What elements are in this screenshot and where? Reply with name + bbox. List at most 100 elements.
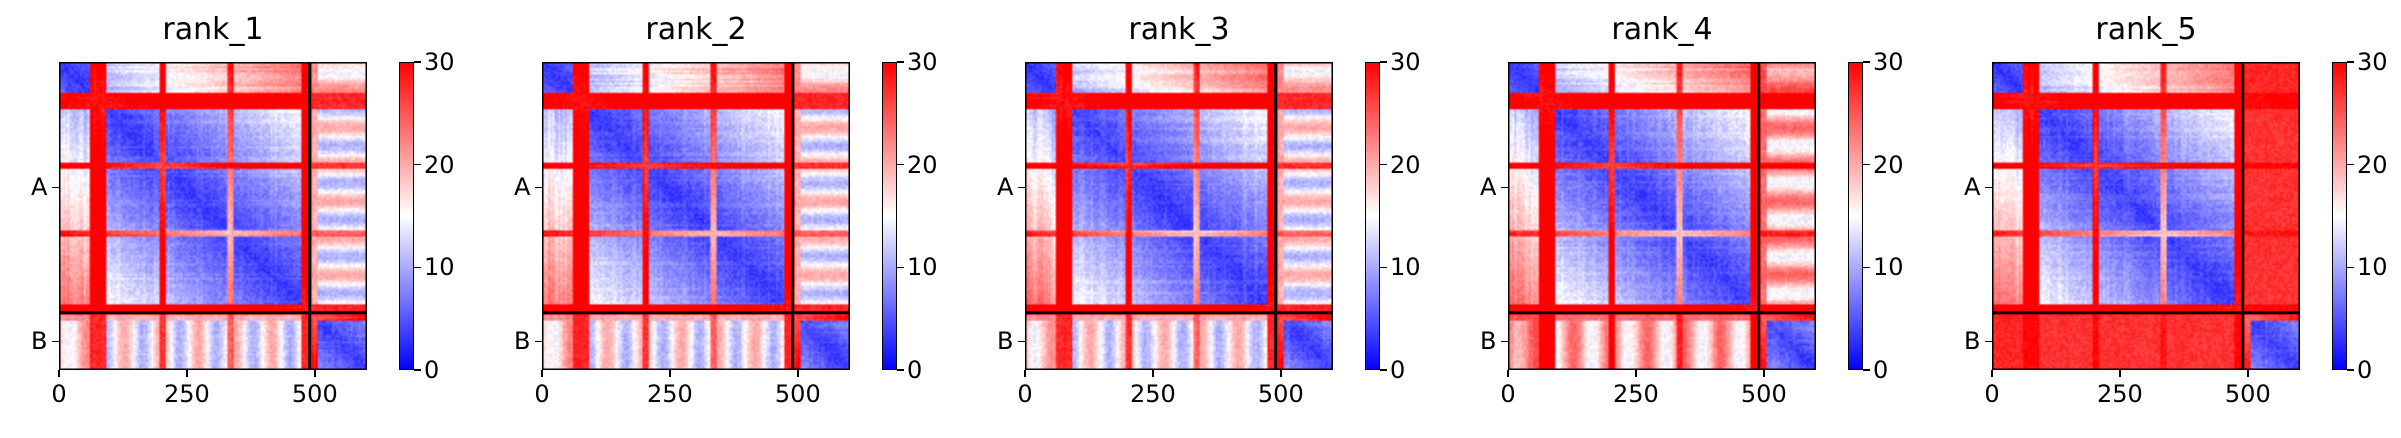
x-tick-label: 0 xyxy=(1500,380,1516,408)
colorbar-tick-label: 30 xyxy=(907,48,938,76)
y-chain-label: A xyxy=(1964,173,1981,202)
colorbar-tick-label: 10 xyxy=(907,253,938,282)
heatmap-overlay xyxy=(1992,62,2300,370)
colorbar-tick-label: 10 xyxy=(1390,253,1421,282)
x-tick-label: 0 xyxy=(1984,380,2000,408)
y-chain-label: A xyxy=(997,173,1014,202)
x-tick-label: 250 xyxy=(1613,380,1659,408)
heatmap-overlay xyxy=(59,62,367,370)
colorbar-tick-mark xyxy=(1380,266,1387,269)
heatmap-overlay xyxy=(1508,62,1816,370)
y-chain-label: B xyxy=(1480,327,1497,356)
heatmap-image xyxy=(59,62,367,370)
chart-title: rank_1 xyxy=(162,12,264,47)
colorbar-tick-mark xyxy=(2347,61,2354,63)
x-tick-mark xyxy=(314,370,316,377)
x-tick-mark xyxy=(669,370,671,377)
colorbar-tick-label: 0 xyxy=(1390,356,1406,384)
heatmap-image xyxy=(1992,62,2300,370)
x-tick-mark xyxy=(541,370,543,377)
x-tick-label: 0 xyxy=(534,380,550,408)
y-tick-mark xyxy=(52,340,59,343)
x-tick-label: 500 xyxy=(2224,380,2271,408)
y-chain-label: B xyxy=(997,327,1014,356)
y-tick-mark xyxy=(1018,340,1025,343)
colorbar-tick-mark xyxy=(2347,163,2354,166)
x-tick-label: 500 xyxy=(774,380,821,408)
heatmap xyxy=(1992,62,2300,370)
y-tick-mark xyxy=(1985,340,1992,343)
colorbar-tick-mark xyxy=(1380,163,1387,166)
colorbar-tick-mark xyxy=(414,266,421,269)
colorbar-tick-label: 20 xyxy=(2357,150,2388,179)
colorbar-tick-label: 10 xyxy=(2357,253,2388,282)
heatmap-frame xyxy=(1508,62,1816,370)
x-tick-mark xyxy=(797,370,799,377)
y-tick-mark xyxy=(1985,186,1992,189)
x-tick-label: 250 xyxy=(647,380,693,408)
y-tick-mark xyxy=(535,340,542,343)
colorbar-tick-mark xyxy=(897,266,904,269)
colorbar-tick-label: 0 xyxy=(424,356,440,384)
heatmap-image xyxy=(1508,62,1816,370)
colorbar-tick-label: 0 xyxy=(907,356,923,384)
x-tick-mark xyxy=(1280,370,1282,377)
colorbar-tick-mark xyxy=(897,61,904,63)
x-tick-label: 500 xyxy=(1257,380,1304,408)
x-tick-mark xyxy=(186,370,188,377)
y-tick-mark xyxy=(1501,340,1508,343)
colorbar-tick-label: 10 xyxy=(424,253,455,282)
y-chain-label: A xyxy=(514,173,531,202)
heatmap-overlay xyxy=(1025,62,1333,370)
chart-title: rank_3 xyxy=(1128,12,1230,47)
colorbar xyxy=(1848,62,1863,370)
y-chain-label: B xyxy=(31,327,48,356)
chart-title: rank_4 xyxy=(1611,12,1713,47)
chart-panel xyxy=(0,0,480,438)
colorbar xyxy=(2332,62,2347,370)
colorbar-tick-mark xyxy=(1380,369,1387,371)
x-tick-mark xyxy=(1991,370,1993,377)
x-tick-label: 0 xyxy=(51,380,67,408)
x-tick-mark xyxy=(2247,370,2249,377)
y-tick-mark xyxy=(1018,186,1025,189)
colorbar-tick-mark xyxy=(414,163,421,166)
heatmap-frame xyxy=(1025,62,1333,370)
colorbar-tick-label: 30 xyxy=(1873,48,1904,76)
colorbar-tick-mark xyxy=(414,61,421,63)
x-tick-mark xyxy=(1507,370,1509,377)
colorbar-tick-label: 10 xyxy=(1873,253,1904,282)
colorbar-tick-label: 30 xyxy=(424,48,455,76)
heatmap-frame xyxy=(542,62,850,370)
colorbar-tick-mark xyxy=(2347,369,2354,371)
colorbar-tick-mark xyxy=(897,369,904,371)
colorbar-tick-label: 30 xyxy=(1390,48,1421,76)
chart-title: rank_2 xyxy=(645,12,747,47)
colorbar-tick-mark xyxy=(1863,61,1870,63)
y-chain-label: B xyxy=(1964,327,1981,356)
heatmap-image xyxy=(1025,62,1333,370)
colorbar-tick-label: 0 xyxy=(1873,356,1889,384)
heatmap xyxy=(1025,62,1333,370)
heatmap-overlay xyxy=(542,62,850,370)
y-tick-mark xyxy=(535,186,542,189)
heatmap-frame xyxy=(1992,62,2300,370)
colorbar-tick-mark xyxy=(897,163,904,166)
x-tick-mark xyxy=(58,370,60,377)
colorbar-tick-mark xyxy=(1863,266,1870,269)
colorbar-tick-mark xyxy=(1380,61,1387,63)
colorbar xyxy=(1365,62,1380,370)
x-tick-mark xyxy=(1024,370,1026,377)
colorbar-tick-mark xyxy=(1863,163,1870,166)
x-tick-label: 250 xyxy=(1130,380,1176,408)
heatmap-frame xyxy=(59,62,367,370)
colorbar-tick-label: 20 xyxy=(907,150,938,179)
y-chain-label: A xyxy=(1480,173,1497,202)
x-tick-label: 0 xyxy=(1017,380,1033,408)
heatmap-image xyxy=(542,62,850,370)
colorbar xyxy=(399,62,414,370)
colorbar-tick-label: 20 xyxy=(1390,150,1421,179)
x-tick-label: 500 xyxy=(1740,380,1787,408)
colorbar-tick-label: 30 xyxy=(2357,48,2388,76)
y-chain-label: A xyxy=(31,173,48,202)
